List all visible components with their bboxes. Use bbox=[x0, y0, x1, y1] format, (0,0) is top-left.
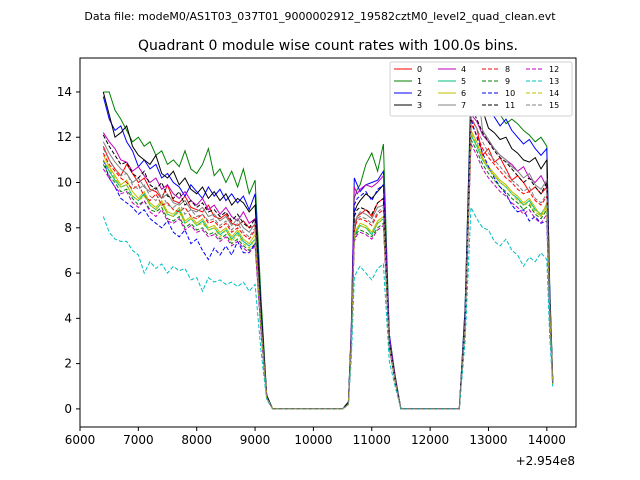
y-tick-label: 4 bbox=[64, 311, 72, 325]
series-line-3 bbox=[102, 91, 554, 410]
x-tick-label: 11000 bbox=[353, 433, 391, 447]
legend-label-15: 15 bbox=[549, 101, 559, 110]
legend-label-3: 3 bbox=[417, 101, 422, 110]
legend-label-7: 7 bbox=[461, 101, 466, 110]
series-line-5 bbox=[102, 134, 554, 410]
series-line-7 bbox=[102, 80, 554, 410]
legend-label-4: 4 bbox=[461, 65, 466, 74]
legend-label-5: 5 bbox=[461, 77, 466, 86]
legend-label-8: 8 bbox=[505, 65, 510, 74]
x-tick-label: 12000 bbox=[411, 433, 449, 447]
y-tick-label: 8 bbox=[64, 221, 72, 235]
series-line-2 bbox=[102, 85, 554, 410]
legend-label-1: 1 bbox=[417, 77, 422, 86]
legend-label-6: 6 bbox=[461, 89, 466, 98]
y-tick-label: 6 bbox=[64, 266, 72, 280]
x-tick-label: 9000 bbox=[240, 433, 271, 447]
chart-title: Quadrant 0 module wise count rates with … bbox=[138, 38, 518, 54]
series-line-4 bbox=[102, 113, 554, 410]
series-layer bbox=[102, 74, 554, 410]
legend-label-13: 13 bbox=[549, 77, 559, 86]
legend-label-11: 11 bbox=[505, 101, 515, 110]
x-tick-label: 6000 bbox=[65, 433, 96, 447]
x-axis: 6000 7000 8000 9000 10000 11000 12000 13000 1400… bbox=[65, 427, 566, 447]
series-line-9 bbox=[102, 137, 554, 410]
y-axis: 0 2 4 6 8 10 12 14 bbox=[57, 85, 80, 416]
legend-label-10: 10 bbox=[505, 89, 515, 98]
y-tick-label: 10 bbox=[57, 176, 72, 190]
y-tick-label: 0 bbox=[64, 402, 72, 416]
series-line-12 bbox=[102, 142, 554, 410]
legend-label-0: 0 bbox=[417, 65, 422, 74]
legend-box bbox=[389, 61, 573, 117]
y-tick-label: 2 bbox=[64, 357, 72, 371]
x-tick-label: 7000 bbox=[123, 433, 154, 447]
legend-label-2: 2 bbox=[417, 89, 422, 98]
x-tick-label: 8000 bbox=[181, 433, 212, 447]
plot-area bbox=[79, 57, 577, 428]
series-line-15 bbox=[102, 116, 554, 410]
series-line-14 bbox=[102, 132, 554, 410]
x-tick-label: 13000 bbox=[469, 433, 507, 447]
y-tick-label: 12 bbox=[57, 130, 72, 144]
figure-suptitle: Data file: modeM0/AS1T03_037T01_90000029… bbox=[84, 10, 556, 23]
axes-frame bbox=[79, 57, 577, 428]
legend-label-12: 12 bbox=[549, 65, 559, 74]
series-line-8 bbox=[102, 123, 554, 410]
x-tick-label: 14000 bbox=[528, 433, 566, 447]
x-axis-offset-label: +2.954e8 bbox=[516, 454, 575, 468]
legend-label-14: 14 bbox=[549, 89, 559, 98]
series-line-13 bbox=[102, 205, 554, 410]
y-tick-label: 14 bbox=[57, 85, 72, 99]
series-line-1 bbox=[103, 74, 554, 410]
legend-label-9: 9 bbox=[505, 77, 510, 86]
x-tick-label: 10000 bbox=[294, 433, 332, 447]
